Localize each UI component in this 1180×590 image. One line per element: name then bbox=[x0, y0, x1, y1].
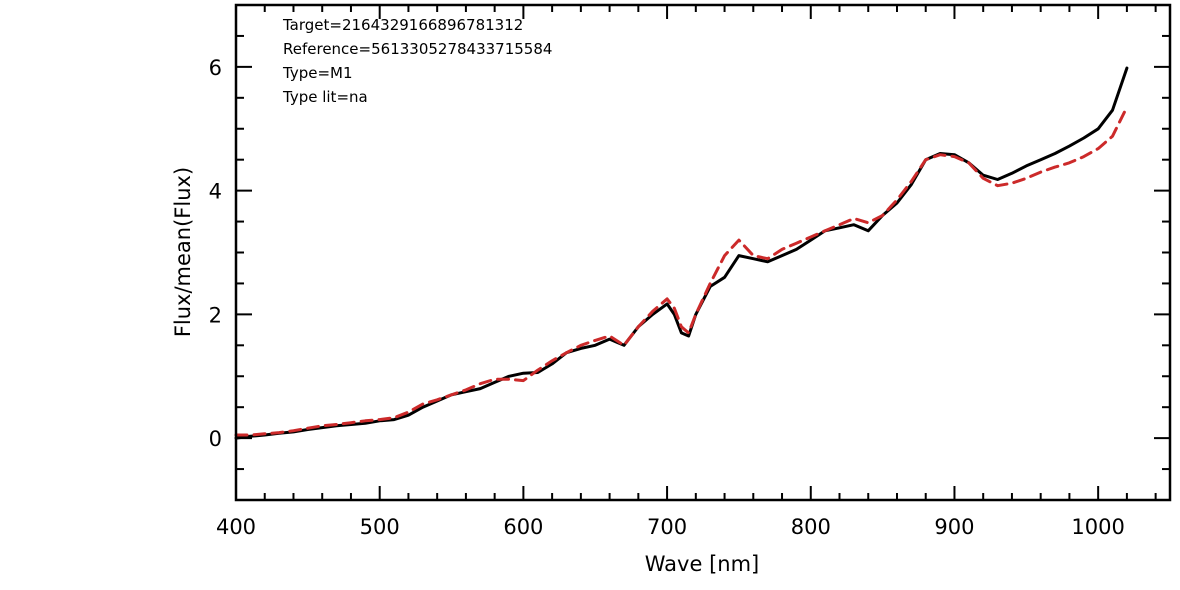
x-axis-title: Wave [nm] bbox=[645, 552, 759, 576]
x-tick-label: 800 bbox=[791, 515, 831, 539]
y-tick-label: 6 bbox=[209, 56, 222, 80]
reference-spectrum-line bbox=[234, 105, 1129, 437]
x-tick-label: 1000 bbox=[1071, 515, 1124, 539]
x-tick-label: 400 bbox=[216, 515, 256, 539]
x-tick-label: 600 bbox=[503, 515, 543, 539]
x-tick-label: 700 bbox=[647, 515, 687, 539]
annotation-target: Target=2164329166896781312 bbox=[282, 16, 523, 34]
annotation-reference: Reference=5613305278433715584 bbox=[283, 40, 552, 58]
series-layer bbox=[234, 66, 1129, 440]
tick-labels: 400 500 600 700 800 900 1000 0 2 4 6 bbox=[209, 56, 1125, 539]
y-tick-label: 4 bbox=[209, 180, 222, 204]
annotation-type: Type=M1 bbox=[282, 64, 353, 82]
x-tick-label: 500 bbox=[360, 515, 400, 539]
y-tick-label: 0 bbox=[209, 427, 222, 451]
y-axis-title: Flux/mean(Flux) bbox=[171, 167, 195, 337]
y-tick-label: 2 bbox=[209, 303, 222, 327]
annotation-type-lit: Type lit=na bbox=[282, 88, 368, 106]
axes-layer bbox=[234, 3, 1172, 502]
target-spectrum-line bbox=[234, 66, 1129, 440]
x-tick-label: 900 bbox=[934, 515, 974, 539]
plot-frame bbox=[234, 3, 1172, 502]
